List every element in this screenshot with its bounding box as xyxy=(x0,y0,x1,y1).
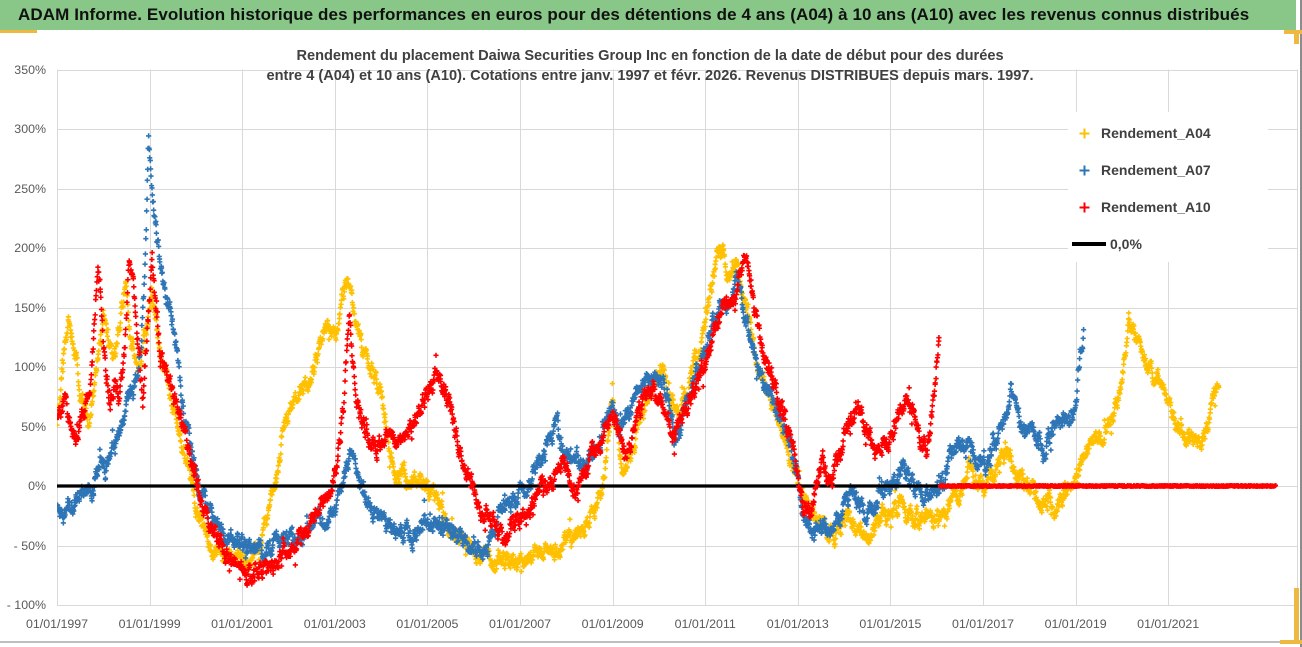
legend-item-rendement-a04[interactable]: Rendement_A04 xyxy=(1078,122,1211,144)
chart-title: Rendement du placement Daiwa Securities … xyxy=(200,46,1100,86)
legend-label: Rendement_A04 xyxy=(1101,125,1211,141)
x-axis-label: 01/01/2001 xyxy=(211,617,274,631)
x-axis-label: 01/01/1997 xyxy=(25,617,89,631)
legend-label: Rendement_A07 xyxy=(1101,162,1211,178)
y-axis-label: 100% xyxy=(14,360,46,374)
gold-accent-top-right-arm xyxy=(1284,30,1302,34)
legend-plus-marker-icon xyxy=(1079,128,1090,138)
y-axis-label: 300% xyxy=(14,122,46,136)
y-axis-label: 50% xyxy=(21,419,46,434)
gold-accent-top-right xyxy=(1294,30,1299,44)
x-axis-label: 01/01/2017 xyxy=(951,617,1015,631)
gold-accent-bottom-right xyxy=(1294,588,1299,644)
legend-plus-marker-icon xyxy=(1079,165,1090,175)
gold-accent-bottom-right-arm xyxy=(1280,640,1302,644)
x-axis-label: 01/01/2009 xyxy=(581,617,644,631)
chart-frame-bottom-border xyxy=(0,641,1294,643)
legend-label: Rendement_A10 xyxy=(1101,199,1211,215)
legend-label: 0,0% xyxy=(1110,236,1142,252)
x-axis-label: 01/01/2011 xyxy=(674,617,736,631)
y-axis-label: 0% xyxy=(28,479,46,493)
x-axis-label: 01/01/2005 xyxy=(396,617,459,631)
x-axis-label: 01/01/2021 xyxy=(1137,617,1200,631)
gold-accent-top-left xyxy=(0,30,37,33)
y-axis-label: 200% xyxy=(14,241,46,255)
legend-plus-marker-icon xyxy=(1079,202,1090,212)
x-axis-label: 01/01/2013 xyxy=(766,617,829,631)
legend-line-swatch xyxy=(1072,242,1106,246)
chart-title-line2: entre 4 (A04) et 10 ans (A10). Cotations… xyxy=(266,68,1034,84)
chart-title-line1: Rendement du placement Daiwa Securities … xyxy=(296,48,1004,64)
x-axis-label: 01/01/1999 xyxy=(118,617,181,631)
legend-item-rendement-a07[interactable]: Rendement_A07 xyxy=(1078,159,1211,181)
y-axis-label: - 50% xyxy=(13,538,46,553)
legend-item-rendement-a10[interactable]: Rendement_A10 xyxy=(1078,196,1211,218)
x-axis-label: 01/01/2015 xyxy=(859,617,922,631)
legend-item-0-0-[interactable]: 0,0% xyxy=(1072,233,1142,255)
y-axis-label: 250% xyxy=(14,181,46,196)
x-axis-label: 01/01/2003 xyxy=(303,617,366,631)
window-right-edge xyxy=(1300,0,1302,647)
x-axis-label: 01/01/2007 xyxy=(488,617,552,631)
chart-legend: Rendement_A04 Rendement_A07 Rendement_A10 0… xyxy=(1068,112,1268,262)
x-axis-label: 01/01/2019 xyxy=(1044,617,1107,631)
y-axis-label: 350% xyxy=(14,62,46,77)
y-axis-label: 150% xyxy=(14,300,46,315)
y-axis-label: - 100% xyxy=(6,598,46,612)
